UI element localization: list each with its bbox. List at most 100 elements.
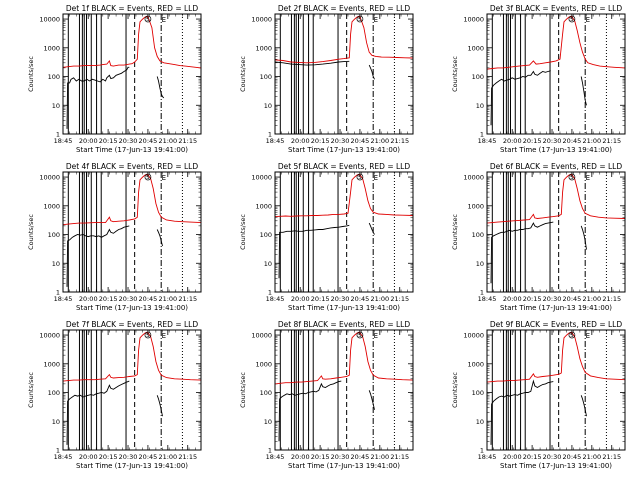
xtick-label: 21:00 bbox=[370, 453, 389, 461]
ytick-label: 1 bbox=[480, 289, 484, 297]
ytick-label: 100 bbox=[260, 231, 272, 239]
series-line-events-post bbox=[580, 395, 587, 417]
ytick-label: 10 bbox=[476, 418, 484, 426]
xtick-label: 20:00 bbox=[79, 137, 98, 145]
plot-data bbox=[487, 172, 625, 292]
ytick-label: 10000 bbox=[463, 16, 484, 24]
series-line-events-post bbox=[156, 76, 165, 99]
xtick-label: 20:45 bbox=[351, 137, 370, 145]
saa-start-marker: S bbox=[568, 331, 576, 339]
saa-start-label: S bbox=[570, 17, 574, 23]
ytick-label: 1000 bbox=[467, 360, 484, 368]
plot-data bbox=[275, 14, 413, 134]
series-line-lld bbox=[63, 16, 201, 69]
xtick-label: 21:00 bbox=[582, 453, 601, 461]
xtick-label: 18:45 bbox=[478, 295, 497, 303]
panel-det-4: Det 4f BLACK = Events, RED = LLD 1 10 100 10… bbox=[27, 162, 202, 312]
xtick-label: 21:00 bbox=[582, 137, 601, 145]
xtick-label: 18:45 bbox=[266, 295, 285, 303]
xtick-label: 20:45 bbox=[139, 295, 158, 303]
saa-end-label: E bbox=[586, 332, 590, 340]
series-line-lld bbox=[487, 332, 625, 383]
plot-frame bbox=[62, 329, 202, 451]
saa-end-marker: E bbox=[586, 174, 590, 182]
xtick-label: 20:00 bbox=[79, 453, 98, 461]
series-line-events-post bbox=[156, 395, 163, 417]
saa-end-marker: E bbox=[162, 16, 166, 24]
xtick-label: 20:15 bbox=[523, 137, 542, 145]
ytick-label: 1000 bbox=[467, 202, 484, 210]
xtick-label: 20:15 bbox=[311, 295, 330, 303]
series-line-lld bbox=[275, 174, 413, 218]
xtick-label: 20:30 bbox=[543, 453, 562, 461]
ytick-label: 1 bbox=[268, 131, 272, 139]
saa-start-circle bbox=[144, 331, 152, 339]
xtick-label: 21:15 bbox=[178, 295, 197, 303]
ytick-label: 10000 bbox=[251, 16, 272, 24]
ytick-label: 10000 bbox=[39, 174, 60, 182]
xtick-label: 20:30 bbox=[543, 137, 562, 145]
xtick-label: 21:15 bbox=[602, 137, 621, 145]
panel-det-5: Det 5f BLACK = Events, RED = LLD 1 10 100 10… bbox=[239, 162, 414, 312]
x-axis-label: Start Time (17-Jun-13 19:41:00) bbox=[500, 462, 612, 470]
plot-frame bbox=[62, 13, 202, 135]
plot-frame bbox=[62, 171, 202, 293]
ytick-label: 100 bbox=[472, 73, 484, 81]
panel-det-9: Det 9f BLACK = Events, RED = LLD 1 10 100 10… bbox=[451, 320, 626, 470]
ytick-label: 10000 bbox=[463, 332, 484, 340]
y-axis-label: Counts/sec bbox=[27, 56, 35, 92]
y-axis-label: Counts/sec bbox=[239, 372, 247, 408]
panel-det-3: Det 3f BLACK = Events, RED = LLD 1 10 100 10… bbox=[451, 4, 626, 154]
ytick-label: 1 bbox=[56, 131, 60, 139]
xtick-label: 21:15 bbox=[390, 453, 409, 461]
plot-data bbox=[487, 330, 625, 450]
saa-start-label: S bbox=[358, 333, 362, 339]
xtick-label: 20:45 bbox=[351, 453, 370, 461]
saa-end-label: E bbox=[374, 16, 378, 24]
xtick-label: 18:45 bbox=[54, 295, 73, 303]
xtick-label: 20:15 bbox=[311, 137, 330, 145]
series-line-lld bbox=[275, 16, 413, 64]
y-axis-label: Counts/sec bbox=[451, 56, 459, 92]
plot-frame bbox=[274, 13, 414, 135]
ytick-label: 10 bbox=[264, 102, 272, 110]
ytick-label: 10 bbox=[52, 260, 60, 268]
saa-end-marker: E bbox=[162, 332, 166, 340]
ytick-label: 100 bbox=[48, 389, 60, 397]
saa-start-circle bbox=[568, 15, 576, 23]
series-line-events bbox=[278, 224, 350, 279]
xtick-label: 18:45 bbox=[266, 453, 285, 461]
y-axis-label: Counts/sec bbox=[451, 214, 459, 250]
ytick-label: 1000 bbox=[43, 202, 60, 210]
saa-start-circle bbox=[356, 331, 364, 339]
series-line-events bbox=[278, 380, 342, 442]
saa-end-marker: E bbox=[162, 174, 166, 182]
panel-title: Det 8f BLACK = Events, RED = LLD bbox=[278, 320, 411, 329]
ytick-label: 100 bbox=[48, 73, 60, 81]
saa-start-marker: S bbox=[356, 15, 364, 23]
ytick-label: 100 bbox=[472, 231, 484, 239]
saa-end-label: E bbox=[162, 332, 166, 340]
ytick-label: 10000 bbox=[251, 332, 272, 340]
ytick-label: 1000 bbox=[43, 360, 60, 368]
saa-end-label: E bbox=[162, 16, 166, 24]
ytick-label: 1 bbox=[56, 447, 60, 455]
saa-start-label: S bbox=[146, 175, 150, 181]
series-line-events-post bbox=[368, 64, 375, 80]
xtick-label: 21:00 bbox=[158, 295, 177, 303]
xtick-label: 21:15 bbox=[178, 453, 197, 461]
series-line-events bbox=[490, 70, 551, 126]
series-line-events-post bbox=[368, 222, 375, 235]
saa-end-marker: E bbox=[374, 174, 378, 182]
y-axis-label: Counts/sec bbox=[239, 56, 247, 92]
saa-start-label: S bbox=[146, 333, 150, 339]
series-line-lld bbox=[487, 174, 625, 224]
ytick-label: 10 bbox=[476, 102, 484, 110]
xtick-label: 20:30 bbox=[331, 137, 350, 145]
plot-data bbox=[487, 14, 625, 134]
xtick-label: 20:45 bbox=[351, 295, 370, 303]
xtick-label: 20:45 bbox=[139, 453, 158, 461]
series-line-events-post bbox=[580, 225, 587, 250]
saa-start-label: S bbox=[358, 17, 362, 23]
xtick-label: 20:00 bbox=[503, 453, 522, 461]
